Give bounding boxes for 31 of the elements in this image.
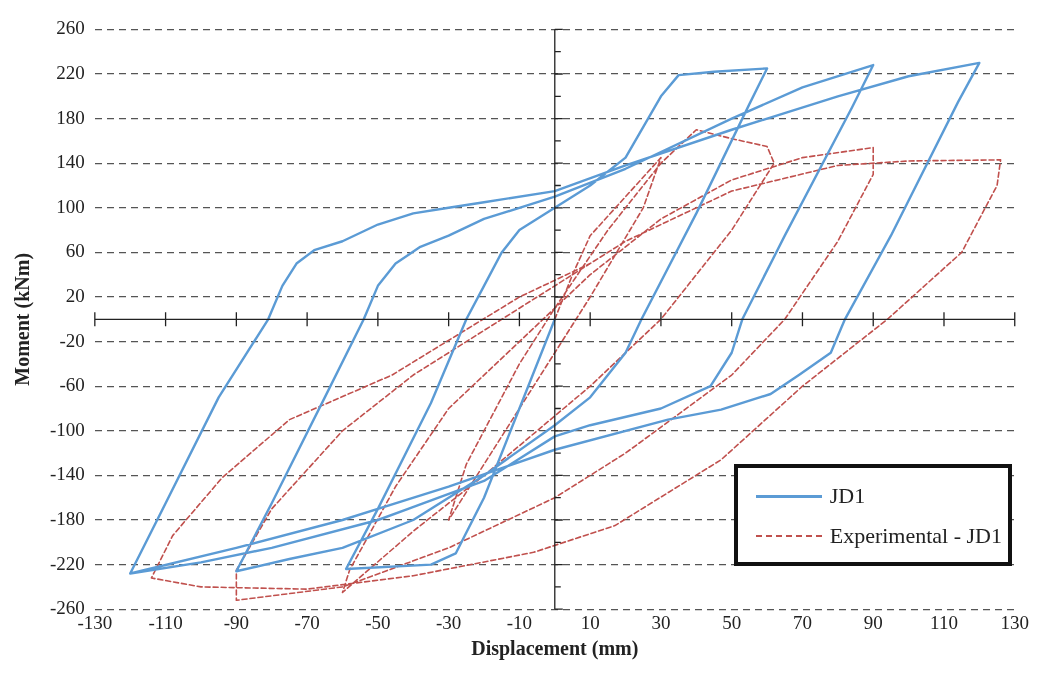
- y-tick-label: -140: [50, 463, 85, 485]
- x-tick-label: -110: [148, 611, 183, 633]
- x-tick-label: 90: [863, 611, 883, 633]
- y-tick-label: -180: [50, 507, 85, 529]
- x-tick-label: -50: [365, 611, 391, 633]
- x-tick-label: -10: [506, 611, 533, 633]
- y-tick-label: -20: [59, 329, 85, 351]
- y-tick-label: -60: [59, 374, 85, 396]
- x-tick-label: 110: [930, 611, 958, 633]
- x-tick-label: -70: [294, 611, 320, 633]
- y-tick-label: 140: [56, 151, 85, 173]
- x-tick-label: 70: [792, 611, 812, 633]
- x-tick-label: 50: [722, 611, 742, 633]
- x-tick-label: 130: [1000, 611, 1029, 633]
- y-tick-label: -220: [50, 552, 85, 574]
- x-tick-label: -30: [435, 611, 462, 633]
- y-tick-label: 220: [56, 61, 85, 83]
- y-tick-label: 60: [65, 240, 85, 262]
- y-tick-label: 20: [65, 284, 85, 306]
- legend-label: JD1: [829, 483, 866, 509]
- line-series: [150, 128, 1002, 602]
- y-tick-label: -100: [50, 418, 85, 440]
- y-tick-label: 260: [56, 17, 85, 39]
- x-axis-title: Displacement (mm): [471, 637, 639, 661]
- x-tick-label: 30: [651, 611, 671, 633]
- y-tick-label: 180: [56, 106, 85, 128]
- y-tick-label: 100: [56, 195, 85, 217]
- x-tick-label: -90: [223, 611, 250, 633]
- legend-label: Experimental - JD1: [829, 523, 1002, 549]
- x-tick-label: 10: [580, 611, 600, 633]
- y-axis-title: Moment (kNm): [11, 252, 35, 386]
